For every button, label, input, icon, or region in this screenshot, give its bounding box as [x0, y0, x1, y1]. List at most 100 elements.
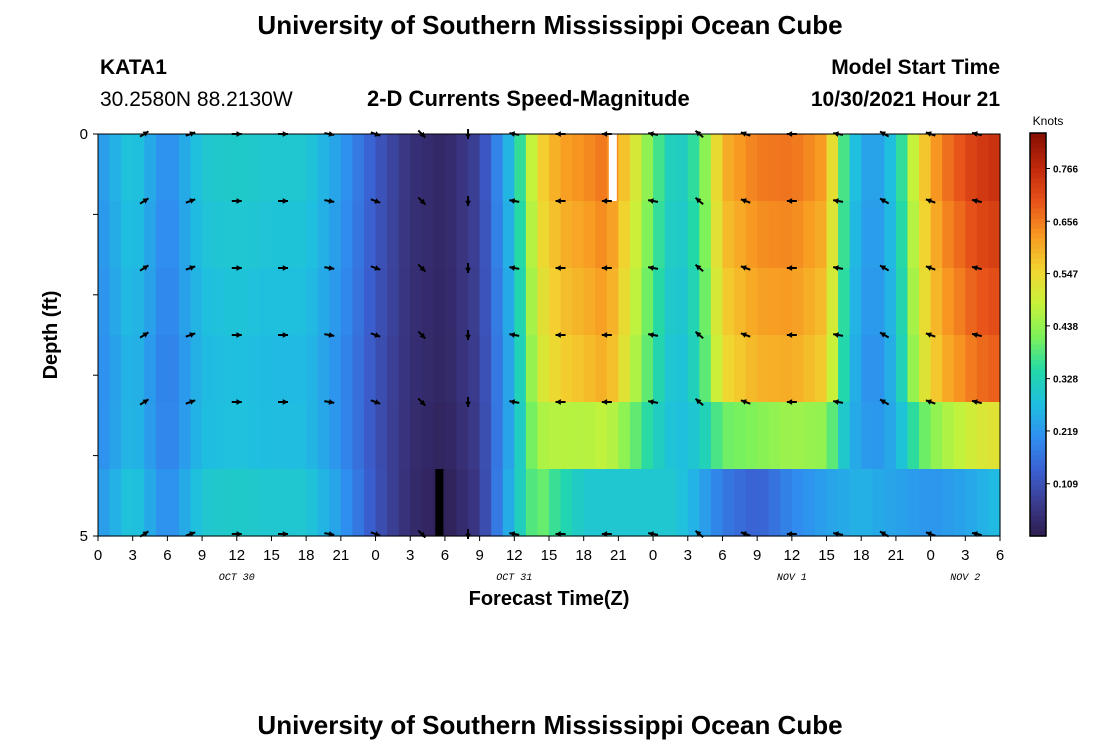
x-tick-label: 12 [784, 547, 801, 564]
colorbar-segment [1030, 510, 1046, 517]
heatmap-cell [687, 402, 700, 470]
heatmap-cell [722, 134, 735, 202]
heatmap-cell [895, 268, 909, 336]
heatmap-cell [549, 469, 562, 537]
heatmap-cell [687, 201, 700, 269]
heatmap-cell [491, 134, 504, 202]
heatmap-cell [329, 469, 342, 537]
x-tick-label: 15 [541, 547, 558, 564]
heatmap-cell [433, 268, 446, 336]
current-arrow [509, 332, 520, 338]
heatmap-cell [653, 402, 666, 470]
heatmap-cell [502, 201, 515, 269]
heatmap-cell [780, 335, 793, 403]
heatmap-cell [722, 201, 735, 269]
heatmap-cell [745, 268, 758, 336]
heatmap-cell [722, 469, 735, 537]
current-arrow [370, 399, 381, 405]
current-arrow [185, 198, 196, 204]
heatmap-cell [572, 402, 585, 470]
x-tick-label: 21 [333, 547, 350, 564]
page-title: University of Southern Mississippi Ocean… [257, 10, 843, 40]
heatmap-cell [988, 469, 1001, 537]
heatmap-cell [710, 402, 724, 470]
heatmap-cell [514, 335, 527, 403]
heatmap-cell [236, 268, 249, 336]
heatmap-cell [121, 469, 134, 537]
heatmap-cell [838, 402, 851, 470]
x-axis: 0 3 6 9 12 15 18 21 0 3 6 9 12 15 18 21 0 3 6 9 12 15 18 21 0 3 6 O… [94, 536, 1004, 584]
heatmap-cell [549, 402, 562, 470]
colorbar-segment [1030, 183, 1046, 190]
heatmap-cell [537, 268, 550, 336]
heatmap-cell [213, 134, 226, 202]
heatmap-cell [629, 335, 643, 403]
heatmap-cell [167, 402, 180, 470]
heatmap-cell [803, 402, 816, 470]
heatmap-cell [768, 402, 781, 470]
heatmap-cell [814, 134, 828, 202]
heatmap-cell [826, 335, 839, 403]
current-arrow [278, 198, 289, 204]
heatmap-cell [502, 469, 515, 537]
heatmap-cell [953, 469, 966, 537]
heatmap-cell [271, 268, 284, 336]
heatmap-cell [213, 469, 226, 537]
heatmap-cell [653, 469, 666, 537]
heatmap-cell [398, 402, 411, 470]
heatmap-cell [294, 268, 307, 336]
colorbar-tick-label: 0.109 [1053, 480, 1078, 491]
heatmap-cell [838, 335, 851, 403]
heatmap-cell [549, 201, 562, 269]
heatmap-cell [965, 134, 978, 202]
heatmap-cell [398, 134, 411, 202]
colorbar-segment [1030, 319, 1046, 326]
colorbar-segment [1030, 460, 1046, 467]
x-axis-label: Forecast Time(Z) [469, 588, 630, 610]
heatmap-cell [699, 268, 712, 336]
heatmap-cell [583, 469, 596, 537]
heatmap-cell [849, 201, 862, 269]
heatmap-cell [699, 469, 712, 537]
heatmap-cell [502, 134, 515, 202]
heatmap-cell [155, 402, 168, 470]
heatmap-cell [849, 134, 862, 202]
current-arrow [555, 265, 566, 271]
colorbar-segment [1030, 233, 1046, 240]
current-arrow [417, 397, 427, 407]
current-arrow [601, 198, 612, 204]
x-tick-label: 0 [94, 547, 102, 564]
heatmap-cell [814, 402, 828, 470]
heatmap-cell [387, 402, 400, 470]
heatmap-cell [491, 268, 504, 336]
x-tick-label: 6 [163, 547, 171, 564]
heatmap-cell [456, 134, 469, 202]
heatmap-cell [676, 268, 689, 336]
current-arrow [740, 399, 751, 405]
heatmap-cell [757, 469, 770, 537]
heatmap-cell [976, 268, 990, 336]
heatmap-cell [687, 134, 700, 202]
heatmap-cell [271, 335, 284, 403]
heatmap-cell [491, 402, 504, 470]
missing-data-mark [435, 469, 444, 536]
current-arrow [465, 263, 471, 273]
heatmap-cell [895, 201, 909, 269]
colorbar-segment [1030, 133, 1046, 139]
heatmap-cell [98, 469, 111, 537]
colorbar-segment [1030, 435, 1046, 441]
heatmap-cell [167, 134, 180, 202]
colorbar-segment [1030, 163, 1046, 169]
colorbar-segment [1030, 485, 1046, 492]
current-arrow [370, 332, 381, 338]
heatmap-cell [757, 268, 770, 336]
x-tick-label: 3 [129, 547, 137, 564]
heatmap-cell [387, 268, 400, 336]
heatmap-cell [178, 268, 192, 336]
heatmap-cell [479, 268, 492, 336]
heatmap-cell [190, 268, 203, 336]
colorbar-segment [1030, 173, 1046, 179]
heatmap-cell [976, 335, 990, 403]
heatmap-cell [734, 469, 747, 537]
current-arrow [278, 399, 289, 405]
